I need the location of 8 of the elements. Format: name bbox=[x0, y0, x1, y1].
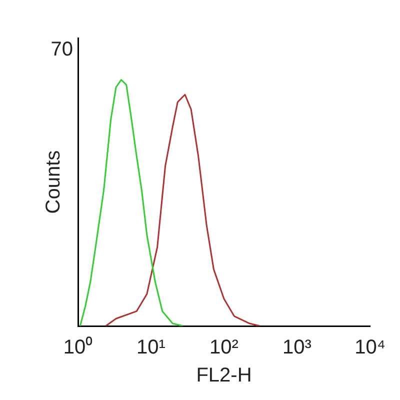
x-tick-label: 10² bbox=[210, 336, 239, 359]
x-axis-title: FL2-H bbox=[196, 364, 252, 387]
x-tick-label: 10¹ bbox=[136, 336, 166, 359]
x-tick-label: 10⁰ bbox=[63, 336, 93, 359]
x-tick-label: 10⁴ bbox=[354, 336, 386, 359]
x-tick-label: 10³ bbox=[282, 336, 312, 359]
text: 70 bbox=[50, 38, 73, 61]
y-axis-title: Counts bbox=[42, 150, 65, 214]
